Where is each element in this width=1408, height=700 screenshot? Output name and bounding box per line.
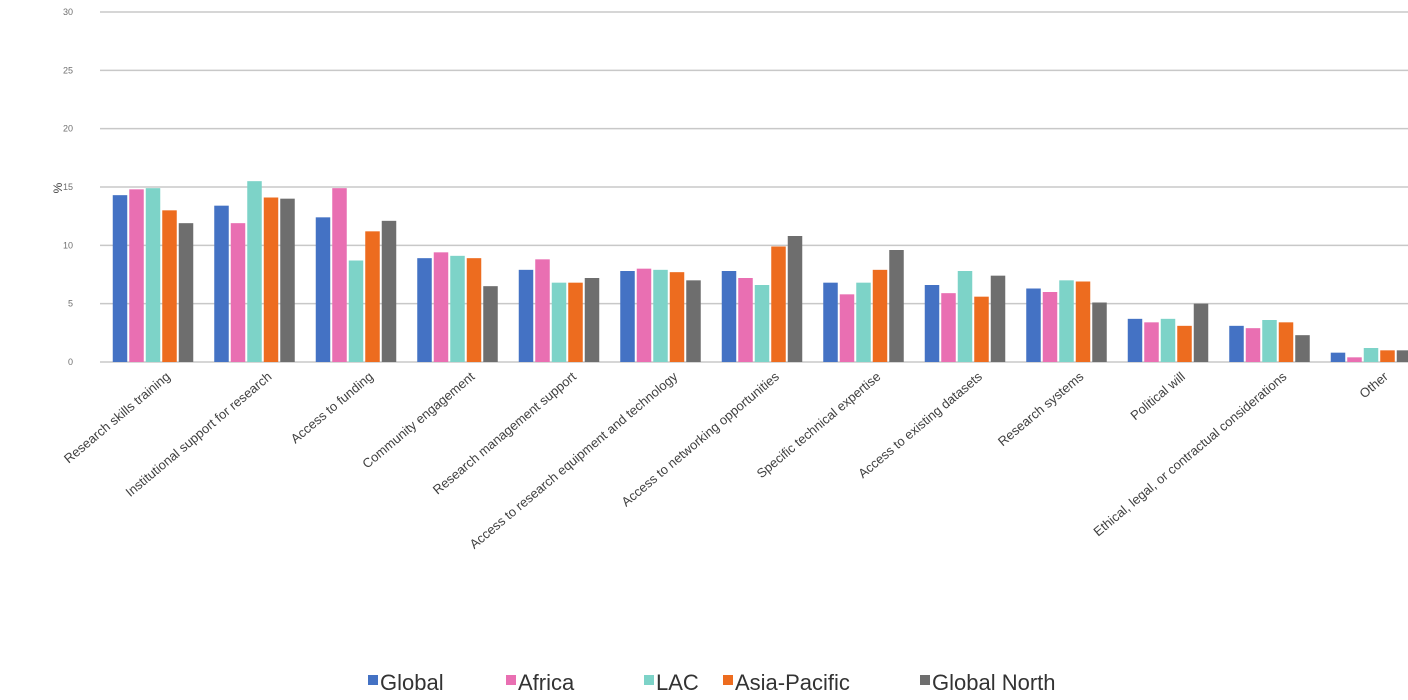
legend: Global Africa LAC Asia-Pacific Global North [368, 670, 1056, 695]
bar [670, 272, 685, 362]
legend-swatch [368, 675, 378, 685]
bar [1177, 326, 1192, 362]
bar [1347, 357, 1362, 362]
bar [417, 258, 432, 362]
x-tick-label: Research skills training [61, 369, 173, 466]
bar [1059, 280, 1074, 362]
y-tick-label: 20 [63, 124, 73, 134]
bar [1380, 350, 1395, 362]
bar [264, 198, 279, 363]
legend-swatch [920, 675, 930, 685]
x-tick-label: Access to research equipment and technol… [467, 368, 681, 551]
bar [113, 195, 128, 362]
x-tick-label: Ethical, legal, or contractual considera… [1090, 368, 1289, 539]
bar [1229, 326, 1244, 362]
bar [941, 293, 956, 362]
bar [1397, 350, 1408, 362]
bar [316, 217, 331, 362]
bar [1144, 322, 1159, 362]
bar [146, 188, 161, 362]
bar [552, 283, 567, 362]
bar [349, 261, 364, 363]
bar [1043, 292, 1058, 362]
bar [585, 278, 600, 362]
bar [1128, 319, 1143, 362]
bar [280, 199, 295, 362]
legend-swatch [644, 675, 654, 685]
bar [686, 280, 701, 362]
legend-swatch [506, 675, 516, 685]
bar [1262, 320, 1277, 362]
legend-label: Global [380, 670, 444, 695]
x-tick-label: Community engagement [359, 369, 477, 472]
y-tick-label: 0 [68, 357, 73, 367]
bar [958, 271, 973, 362]
legend-label: Global North [932, 670, 1056, 695]
x-tick-label: Access to funding [288, 369, 376, 446]
bar [434, 252, 449, 362]
bar [179, 223, 194, 362]
bar [1161, 319, 1176, 362]
y-tick-label: 5 [68, 299, 73, 309]
bar [231, 223, 246, 362]
bar [467, 258, 482, 362]
x-tick-label: Research systems [995, 368, 1087, 449]
y-tick-label: 10 [63, 240, 73, 250]
bar [365, 231, 380, 362]
bar [1295, 335, 1310, 362]
legend-label: Africa [518, 670, 575, 695]
bar [722, 271, 737, 362]
y-tick-label: 25 [63, 65, 73, 75]
legend-label: Asia-Pacific [735, 670, 850, 695]
bar [840, 294, 855, 362]
legend-label: LAC [656, 670, 699, 695]
legend-swatch [723, 675, 733, 685]
bar [1246, 328, 1261, 362]
bar [568, 283, 583, 362]
bar [788, 236, 803, 362]
bar [450, 256, 465, 362]
bar [1092, 303, 1107, 363]
bar [519, 270, 534, 362]
bar [620, 271, 635, 362]
bar [483, 286, 498, 362]
bar [535, 259, 550, 362]
y-tick-label: 30 [63, 7, 73, 17]
bar [856, 283, 871, 362]
bar [823, 283, 838, 362]
bar [247, 181, 262, 362]
bar [771, 247, 786, 363]
x-tick-label: Other [1356, 368, 1391, 401]
bar [889, 250, 904, 362]
bar [332, 188, 347, 362]
x-tick-label: Access to networking opportunities [618, 368, 782, 509]
bar [382, 221, 397, 362]
bar [755, 285, 770, 362]
bar [974, 297, 989, 362]
bar [925, 285, 940, 362]
y-axis-label: % [51, 182, 65, 193]
bar [1194, 304, 1209, 362]
bar [991, 276, 1006, 362]
gridlines [100, 12, 1408, 362]
bars [113, 181, 1408, 362]
bar [1076, 282, 1091, 363]
bar [637, 269, 652, 362]
bar [214, 206, 229, 362]
bar [1331, 353, 1346, 362]
bar [653, 270, 668, 362]
x-tick-label: Political will [1127, 369, 1188, 423]
bar [1364, 348, 1379, 362]
bar [129, 189, 144, 362]
bar [873, 270, 888, 362]
bar [1026, 289, 1041, 363]
bar [162, 210, 177, 362]
bar [738, 278, 753, 362]
bar [1279, 322, 1294, 362]
